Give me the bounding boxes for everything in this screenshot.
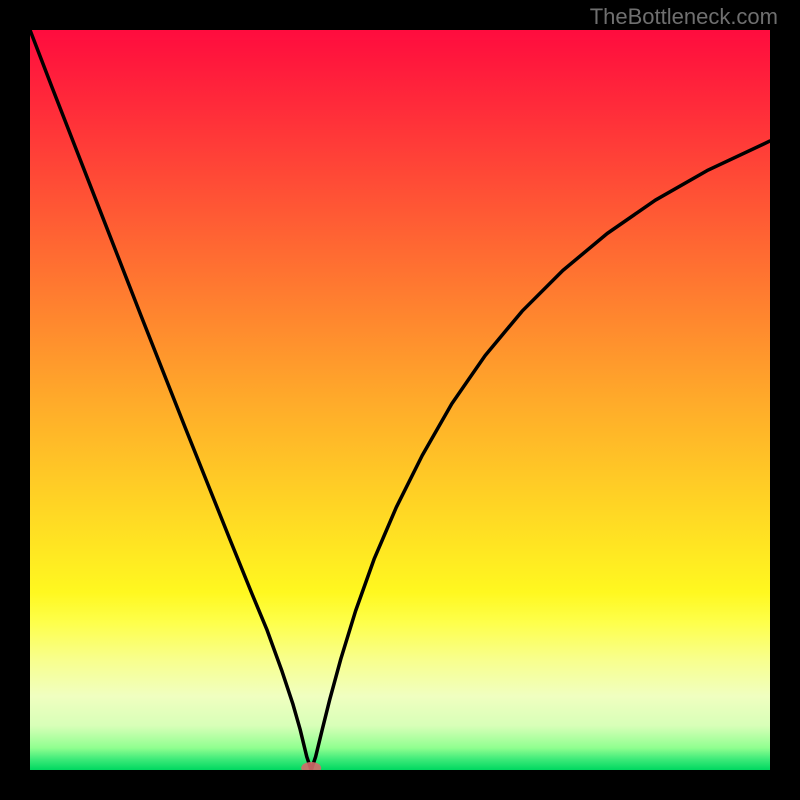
plot-svg: [30, 30, 770, 770]
watermark-text: TheBottleneck.com: [590, 4, 778, 30]
gradient-background: [30, 30, 770, 770]
chart-container: TheBottleneck.com: [0, 0, 800, 800]
plot-area: [30, 30, 770, 770]
